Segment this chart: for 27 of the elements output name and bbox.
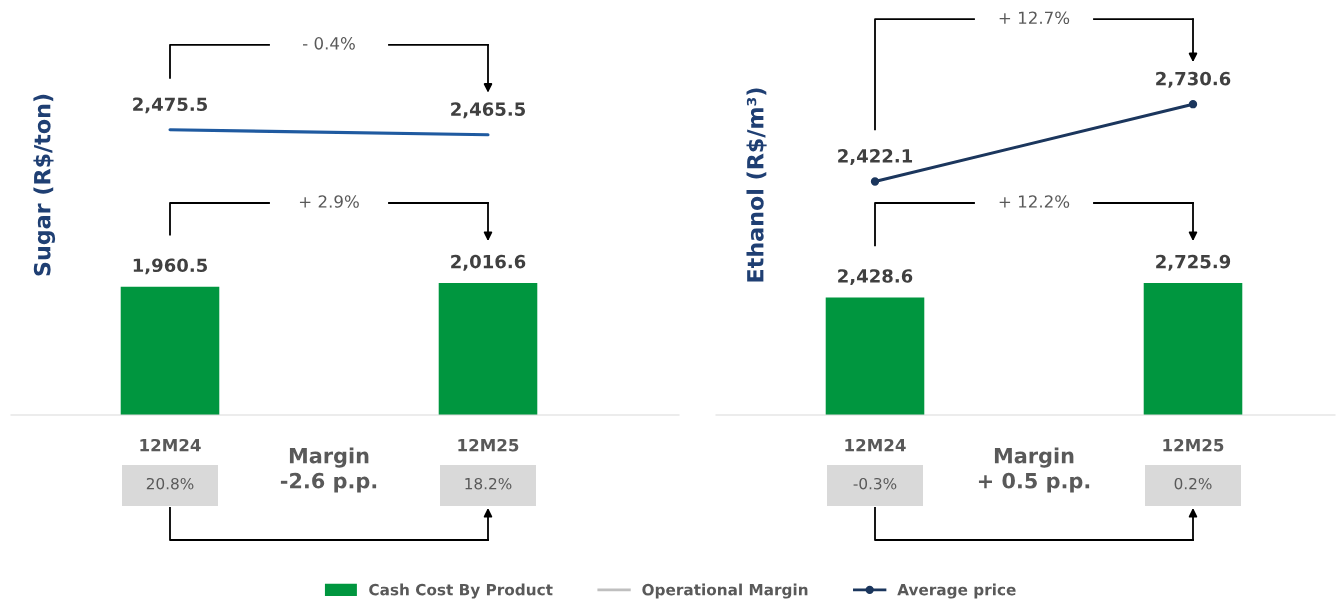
data-label: 2,475.5	[133, 97, 208, 114]
text: + 12.2%	[999, 195, 1070, 208]
text: + 12.7%	[999, 11, 1070, 25]
legend-label: Cash Cost By Product	[369, 583, 553, 599]
y-axis-title: Sugar (R$/ton)	[33, 94, 56, 276]
x-tick-label: 12M25	[458, 438, 519, 452]
legend-label: Average price	[897, 583, 1016, 599]
x-tick-label: 12M24	[140, 438, 201, 452]
text: 20.8%	[146, 477, 194, 490]
x-tick-label: 12M24	[845, 438, 906, 452]
text: Margin + 0.5 p.p.	[978, 447, 1090, 493]
data-label: 1,960.5	[133, 258, 208, 275]
y-axis-title: Ethanol (R$/m³)	[746, 88, 767, 282]
text: + 2.9%	[299, 195, 359, 208]
legend-label: Operational Margin	[642, 583, 808, 599]
x-tick-label: 12M25	[1163, 438, 1224, 452]
data-label: 2,465.5	[451, 102, 526, 119]
data-label: 2,730.6	[1156, 71, 1231, 88]
text: - 0.4%	[302, 37, 355, 50]
data-label: 2,428.6	[838, 269, 913, 286]
data-label: 2,725.9	[1156, 254, 1231, 271]
data-label: 2,016.6	[451, 254, 526, 271]
data-label: 2,422.1	[838, 149, 913, 165]
text: 18.2%	[465, 477, 512, 490]
text: 0.2%	[1174, 477, 1212, 490]
text: -0.3%	[853, 477, 897, 490]
text: Margin -2.6 p.p.	[280, 447, 377, 493]
